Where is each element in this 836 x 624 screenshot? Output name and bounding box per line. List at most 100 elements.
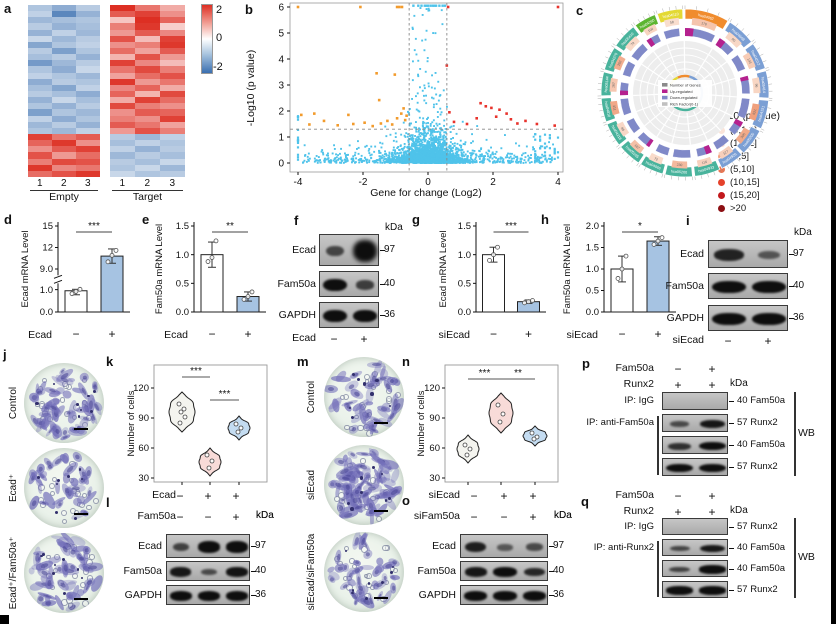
circos-count-box bbox=[616, 121, 630, 137]
volcano-points-down bbox=[296, 5, 408, 128]
heatmap-row bbox=[110, 41, 185, 49]
circos-pathway-segment bbox=[606, 119, 628, 146]
colorbar-tick: -2 bbox=[213, 61, 223, 73]
heatmap-col-tick: 3 bbox=[169, 178, 176, 189]
bar-g-0 bbox=[482, 254, 505, 313]
bar-h-1 bbox=[646, 240, 670, 313]
circos-count-box bbox=[718, 145, 734, 159]
svg-text:0.5: 0.5 bbox=[458, 279, 471, 290]
circos-pathway-id: hsa04510 bbox=[662, 12, 679, 19]
panel-label-g: g bbox=[412, 212, 420, 227]
heatmap-row bbox=[28, 158, 100, 166]
heatmap-row bbox=[28, 140, 100, 147]
svg-text:−: − bbox=[618, 327, 625, 341]
blot-l-kda-value: 40 bbox=[255, 565, 267, 576]
panel-label-l: l bbox=[106, 495, 110, 510]
ip-q-bracket bbox=[657, 541, 659, 597]
violin-n-ylabel: Number of cells bbox=[416, 390, 427, 456]
heatmap-row bbox=[110, 164, 185, 172]
panel-label-q: q bbox=[581, 494, 589, 509]
bar-chart-g: 0.0 0.5 1.0 1.5 *** Ecad mRNA Level siEcad − + bbox=[438, 221, 546, 341]
screenshot-right-border bbox=[831, 0, 836, 624]
svg-text:4: 4 bbox=[278, 55, 284, 66]
svg-text:90: 90 bbox=[429, 413, 440, 424]
wb-blot bbox=[319, 234, 379, 266]
circos-center-legend-item: Number of Genes bbox=[670, 82, 701, 87]
circos-pathway-segment bbox=[684, 8, 729, 30]
micrograph-m-0 bbox=[324, 357, 404, 437]
svg-text:1.5: 1.5 bbox=[458, 221, 471, 232]
wb-p-bracket bbox=[794, 392, 796, 476]
lane-sign: + bbox=[232, 510, 240, 524]
panel-label-j: j bbox=[3, 347, 7, 362]
scale-bar bbox=[374, 596, 388, 600]
circos-pathway-segment bbox=[744, 43, 766, 72]
circos-count-box bbox=[671, 160, 688, 169]
heatmap-row bbox=[110, 48, 185, 55]
circos-pathway-id: hsa04260 bbox=[639, 18, 655, 29]
svg-text:120: 120 bbox=[133, 383, 149, 394]
circos-rich-arc bbox=[663, 28, 681, 40]
scale-bar bbox=[374, 421, 388, 425]
svg-text:+: + bbox=[244, 327, 251, 341]
pvalue-legend-item: (5,10] bbox=[710, 163, 834, 176]
lane-sign: − bbox=[470, 510, 478, 524]
ip-p-kda-title: kDa bbox=[730, 378, 748, 389]
blot-i-kda-value: 40 bbox=[793, 280, 805, 291]
circos-pathway-segment bbox=[600, 97, 617, 123]
violin-k-ylabel: Number of cells bbox=[126, 390, 137, 456]
heatmap-row bbox=[28, 152, 100, 159]
circos-center-legend-item: Up-regulated bbox=[670, 89, 693, 94]
volcano-plot: 0 1 2 3 4 5 6 -4 -2 0 2 4 Gene for change (Log2) -Log… bbox=[245, 3, 564, 199]
micrograph-j-1 bbox=[24, 448, 104, 528]
circos-count-label: 143 bbox=[746, 58, 752, 65]
heatmap-row bbox=[28, 29, 100, 37]
circos-pathway-segment bbox=[656, 8, 684, 24]
circos-pathway-id: hsa04151 bbox=[757, 105, 765, 122]
heatmap-row bbox=[28, 60, 100, 67]
blot-f-kda-value: 36 bbox=[384, 309, 396, 320]
sig-k: *** bbox=[190, 366, 202, 377]
lane-sign: + bbox=[232, 489, 240, 503]
svg-text:1.0: 1.0 bbox=[586, 264, 599, 275]
circos-pathway-id: hsa04062 bbox=[698, 13, 715, 21]
ip-p-band-label: 57 Runx2 bbox=[737, 417, 778, 428]
heatmap-row bbox=[28, 103, 100, 110]
ip-p-row-label: IP: anti-Fam50a bbox=[586, 417, 654, 428]
heatmap-row bbox=[28, 35, 100, 43]
sig-g: *** bbox=[505, 221, 517, 232]
circos-count-label: 58 bbox=[670, 20, 675, 25]
wb-blot bbox=[460, 534, 548, 558]
lane-sign: − bbox=[176, 510, 184, 524]
circos-rich-arc bbox=[631, 43, 649, 62]
heatmap-row bbox=[110, 134, 185, 141]
heatmap-row bbox=[28, 66, 100, 73]
circos-pathway-id: hsa04933 bbox=[698, 165, 715, 173]
heatmap-row bbox=[110, 103, 185, 110]
lane-sign: + bbox=[674, 505, 682, 519]
svg-text:30: 30 bbox=[138, 473, 149, 484]
heatmap-row bbox=[110, 54, 185, 61]
heatmap-row bbox=[28, 164, 100, 172]
circos-count-label: 311 bbox=[612, 105, 617, 111]
blot-f-row-label: GAPDH bbox=[278, 309, 316, 321]
circos-count-box bbox=[613, 55, 626, 71]
svg-text:1.0: 1.0 bbox=[176, 250, 189, 261]
panel-label-b: b bbox=[245, 2, 253, 17]
svg-text:+: + bbox=[525, 327, 532, 341]
heatmap-row bbox=[110, 115, 185, 123]
circos-count-label: 104 bbox=[647, 27, 654, 33]
circos-pathway-id: hsa04512 bbox=[750, 50, 761, 66]
lane-sign: + bbox=[204, 489, 212, 503]
blot-i-kda-title: kDa bbox=[794, 227, 812, 238]
colorbar-tick: 0 bbox=[216, 32, 223, 44]
heatmap-row bbox=[28, 109, 100, 116]
sig-h: * bbox=[638, 221, 642, 232]
heatmap-row bbox=[110, 152, 185, 159]
svg-text:1.0: 1.0 bbox=[458, 250, 471, 261]
heatmap-row bbox=[110, 146, 185, 153]
circos-count-label: 96 bbox=[754, 83, 758, 87]
heatmap-row bbox=[110, 91, 185, 98]
svg-text:-2: -2 bbox=[359, 177, 368, 188]
blot-f-row-label: Ecad bbox=[292, 244, 316, 256]
